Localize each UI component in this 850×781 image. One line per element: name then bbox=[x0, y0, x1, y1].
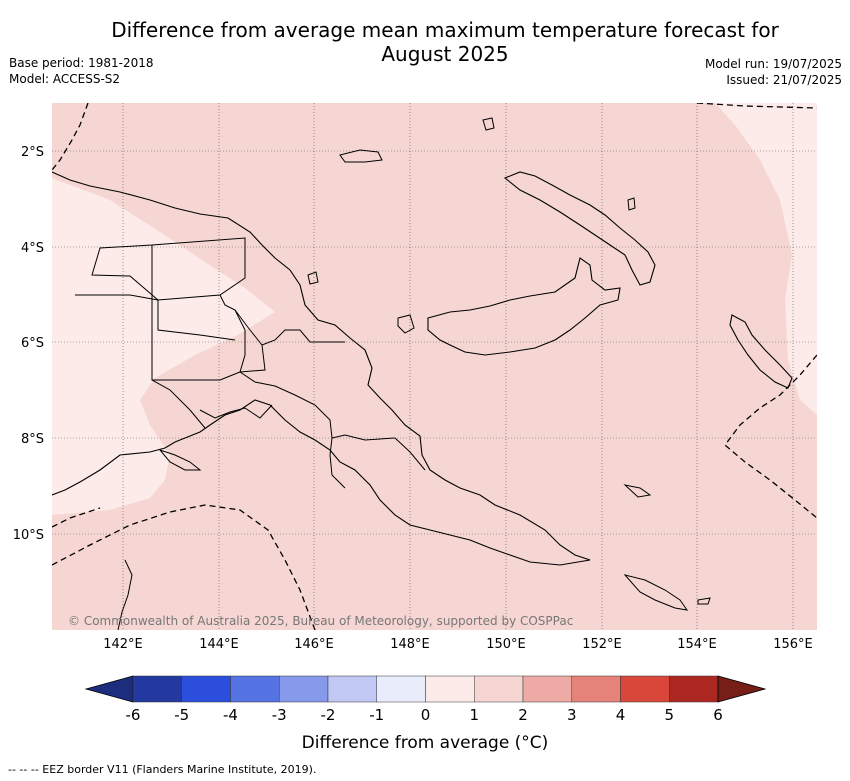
lat-label: 2°S bbox=[21, 145, 44, 160]
lon-label: 156°E bbox=[773, 637, 813, 652]
lat-label: 4°S bbox=[21, 241, 44, 256]
island-small-5 bbox=[697, 597, 711, 605]
lon-label: 152°E bbox=[582, 637, 622, 652]
lon-label: 154°E bbox=[677, 637, 717, 652]
manus-island bbox=[339, 149, 383, 163]
title-line-2: August 2025 bbox=[381, 42, 509, 66]
border-lines bbox=[75, 237, 426, 489]
lon-label: 146°E bbox=[294, 637, 334, 652]
colorbar-extend-high bbox=[717, 675, 767, 703]
graticule bbox=[52, 103, 817, 630]
colorbar-cell bbox=[425, 675, 475, 703]
colorbar-cell bbox=[230, 675, 280, 703]
colorbar-cell bbox=[132, 675, 182, 703]
meta-left: Base period: 1981-2018 Model: ACCESS-S2 bbox=[9, 55, 154, 87]
light-anomaly-northeast bbox=[715, 103, 817, 415]
island-small-6 bbox=[623, 484, 652, 498]
lon-label: 144°E bbox=[199, 637, 239, 652]
bougainville-island bbox=[729, 314, 793, 389]
island-small-2 bbox=[397, 314, 415, 334]
colorbar-cell bbox=[620, 675, 670, 703]
colorbar-cell bbox=[522, 675, 572, 703]
lat-label: 8°S bbox=[21, 432, 44, 447]
colorbar-tick: -3 bbox=[272, 706, 287, 724]
copyright-notice: © Commonwealth of Australia 2025, Bureau… bbox=[68, 614, 573, 628]
colorbar-tick: 5 bbox=[664, 706, 674, 724]
colorbar-tick: 6 bbox=[713, 706, 723, 724]
new-britain-island bbox=[427, 257, 621, 356]
new-guinea-coastline bbox=[52, 171, 591, 566]
title-line-1: Difference from average mean maximum tem… bbox=[111, 18, 779, 42]
island-small-4 bbox=[627, 197, 636, 211]
colorbar-tick: 2 bbox=[518, 706, 528, 724]
latitude-labels: 2°S 4°S 6°S 8°S 10°S bbox=[13, 145, 44, 543]
island-small-1 bbox=[482, 117, 495, 131]
fly-river-delta bbox=[158, 448, 202, 471]
colorbar-cell bbox=[327, 675, 377, 703]
island-small-3 bbox=[307, 271, 319, 285]
colorbar-cells bbox=[132, 675, 719, 703]
lon-label: 150°E bbox=[486, 637, 526, 652]
base-period: Base period: 1981-2018 bbox=[9, 56, 154, 70]
lon-label: 142°E bbox=[103, 637, 143, 652]
louisiade-islands bbox=[623, 574, 689, 611]
ocean-anomaly-area bbox=[52, 103, 817, 630]
colorbar-tick: -5 bbox=[174, 706, 189, 724]
colorbar-cell bbox=[181, 675, 231, 703]
colorbar-tick: 4 bbox=[616, 706, 626, 724]
meta-right: Model run: 19/07/2025 Issued: 21/07/2025 bbox=[705, 56, 842, 88]
colorbar-title: Difference from average (°C) bbox=[301, 733, 549, 753]
gulf-of-papua-coast bbox=[199, 404, 273, 419]
issued-date: Issued: 21/07/2025 bbox=[726, 73, 842, 87]
lat-label: 6°S bbox=[21, 336, 44, 351]
colorbar-cell bbox=[376, 675, 426, 703]
model-name: Model: ACCESS-S2 bbox=[9, 72, 121, 86]
australia-cape-york bbox=[117, 559, 133, 630]
eez-footnote: -- -- -- EEZ border V11 (Flanders Marine… bbox=[8, 763, 317, 776]
eez-borders bbox=[52, 103, 817, 630]
colorbar-tick: -6 bbox=[126, 706, 141, 724]
colorbar-cell bbox=[571, 675, 621, 703]
model-run: Model run: 19/07/2025 bbox=[704, 57, 842, 71]
new-ireland-island bbox=[503, 171, 656, 286]
colorbar-tick-labels: -6 -5 -4 -3 -2 -1 0 1 2 3 4 5 6 bbox=[126, 706, 723, 724]
colorbar-tick: -2 bbox=[321, 706, 336, 724]
colorbar-cell bbox=[669, 675, 719, 703]
colorbar-tick: 0 bbox=[421, 706, 431, 724]
lon-label: 148°E bbox=[390, 637, 430, 652]
colorbar-cell bbox=[279, 675, 329, 703]
colorbar: -6 -5 -4 -3 -2 -1 0 1 2 3 4 5 6 bbox=[84, 675, 767, 724]
colorbar-cell bbox=[474, 675, 524, 703]
colorbar-tick: -4 bbox=[223, 706, 238, 724]
map-title: Difference from average mean maximum tem… bbox=[80, 18, 810, 66]
colorbar-tick: -1 bbox=[369, 706, 384, 724]
longitude-labels: 142°E 144°E 146°E 148°E 150°E 152°E 154°… bbox=[103, 637, 813, 652]
light-anomaly-west bbox=[52, 178, 275, 515]
map-plot-area bbox=[52, 103, 817, 630]
colorbar-tick: 1 bbox=[469, 706, 479, 724]
colorbar-tick: 3 bbox=[567, 706, 577, 724]
lat-label: 10°S bbox=[13, 528, 44, 543]
colorbar-extend-low bbox=[84, 675, 134, 703]
